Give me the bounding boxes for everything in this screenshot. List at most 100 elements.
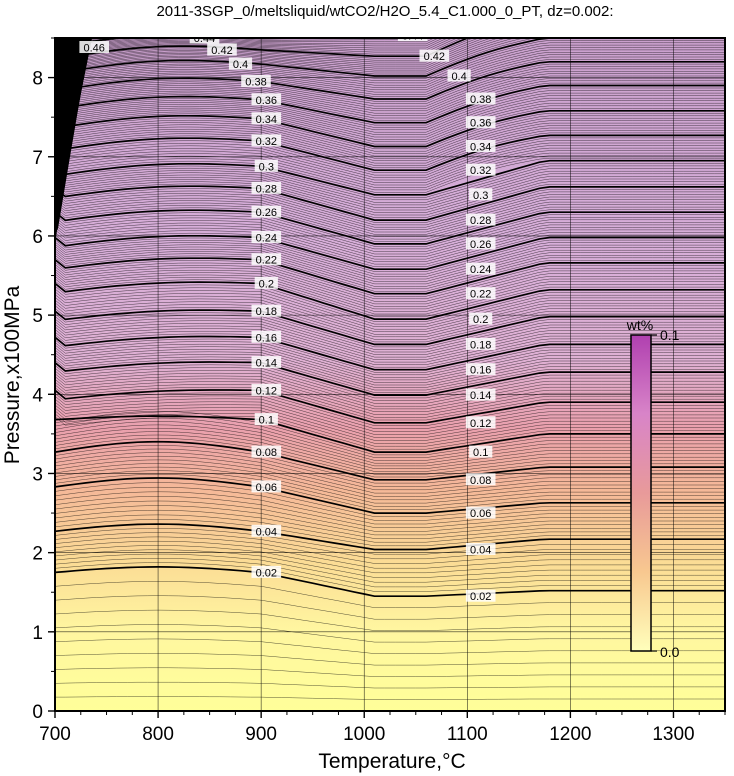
major-contour-line: [55, 523, 725, 551]
minor-contour-line: [55, 410, 725, 444]
minor-contour-line: [55, 459, 725, 497]
contour-label-box: [251, 93, 282, 106]
major-contour-line: [55, 566, 725, 598]
colorbar-fill: [630, 334, 652, 652]
contour-label-box: [79, 41, 109, 53]
minor-contour-line: [55, 97, 725, 135]
contour-label-text: 0.04: [256, 526, 277, 538]
minor-contour-line: [55, 277, 725, 315]
minor-contour-line: [55, 359, 725, 393]
contour-label: 0.06: [465, 506, 496, 520]
minor-contour-line: [55, 132, 725, 169]
contour-label-text: 0.28: [256, 183, 277, 195]
minor-contour-line: [55, 558, 725, 588]
contour-label: 0.08: [251, 445, 282, 459]
minor-contour-line: [55, 392, 725, 426]
x-tick-label: 700: [39, 724, 71, 745]
minor-contour-line: [55, 168, 725, 203]
minor-contour-line: [55, 38, 453, 55]
minor-contour-line: [55, 38, 525, 73]
contour-label-text: 0.16: [470, 365, 491, 377]
major-contour-line: [55, 209, 725, 245]
contour-label-text: 0.12: [256, 385, 277, 397]
contour-label: 0.02: [251, 565, 282, 579]
minor-contour-line: [55, 181, 725, 216]
contour-label-text: 0.32: [256, 136, 277, 148]
major-contour-line: [55, 84, 725, 124]
minor-contour-line: [55, 205, 725, 240]
y-axis-label: Pressure,x100MPa: [1, 285, 24, 464]
minor-contour-line: [55, 312, 725, 348]
contour-label-text: 0.3: [259, 161, 274, 173]
contour-label: 0.02: [465, 589, 496, 603]
contour-label: 0.1: [469, 445, 493, 459]
contour-label-text: 0.22: [256, 255, 277, 267]
dense-contour-line: [55, 38, 82, 73]
minor-contour-line: [55, 59, 725, 97]
minor-contour-line: [55, 417, 725, 461]
contour-label: 0.12: [465, 416, 496, 430]
minor-contour-line: [55, 304, 725, 340]
contour-label-text: 0.46: [168, 23, 189, 35]
minor-contour-line: [55, 343, 725, 378]
minor-contour-line: [55, 95, 725, 133]
minor-contour-line: [55, 474, 725, 510]
contour-label-text: 0.02: [256, 567, 277, 579]
contour-label-text: 0.36: [256, 95, 277, 107]
minor-contour-line: [55, 178, 725, 213]
minor-contour-line: [55, 200, 725, 235]
minor-contour-line: [55, 370, 725, 404]
minor-contour-line: [55, 540, 725, 569]
minor-contour-line: [55, 378, 725, 412]
major-contour-line: [55, 38, 725, 77]
contour-label-box: [102, 17, 132, 29]
minor-contour-line: [55, 225, 725, 260]
minor-contour-line: [55, 253, 725, 290]
minor-contour-line: [55, 364, 725, 399]
y-tick-label: 1: [32, 623, 43, 644]
minor-contour-line: [55, 315, 725, 350]
minor-contour-line: [55, 66, 725, 104]
contour-label-text: 0.42: [424, 51, 445, 63]
minor-contour-line: [55, 262, 725, 300]
y-tick-label: 8: [32, 69, 43, 90]
contour-label-box: [251, 480, 282, 493]
minor-contour-line: [55, 42, 725, 81]
minor-contour-line: [55, 384, 725, 418]
contour-label: 0.3: [469, 188, 493, 202]
contour-label-text: 0.36: [470, 118, 491, 130]
y-axis-ticks: 0 1 2 3 4 5 6 7 8: [32, 37, 55, 723]
minor-contour-line: [55, 248, 725, 285]
minor-contour-line: [55, 265, 725, 302]
contour-label-box: [465, 116, 496, 129]
contour-label-box: [465, 163, 496, 176]
contour-label: 0.04: [465, 543, 496, 557]
minor-contour-line: [55, 398, 725, 432]
minor-contour-line: [55, 452, 725, 491]
contour-labels: 0.02 0.04 0.06 0.08 0.1 0.12 0.14 0.16 0.18 0.2 0.…: [79, 17, 496, 603]
contour-label: 0.2: [254, 276, 278, 290]
minor-contour-line: [55, 195, 725, 230]
y-tick-label: 3: [32, 464, 43, 485]
contour-label-box: [397, 38, 428, 42]
major-contour-line: [55, 257, 725, 295]
minor-contour-line: [55, 509, 725, 539]
minor-contour-line: [55, 230, 725, 265]
minor-contour-line: [55, 38, 493, 65]
minor-contour-line: [55, 38, 536, 75]
minor-contour-line: [55, 496, 725, 528]
minor-contour-line: [55, 260, 725, 297]
contour-label-text: 0.34: [256, 114, 277, 126]
contour-label-box: [465, 140, 496, 152]
minor-contour-line: [55, 284, 725, 322]
minor-contour-line: [55, 54, 725, 93]
contour-label-text: 0.24: [256, 233, 277, 245]
contour-label-text: 0.28: [470, 215, 491, 227]
contour-label-text: 0.38: [470, 94, 491, 106]
minor-contour-line: [55, 696, 725, 700]
minor-contour-line: [55, 117, 725, 154]
minor-contour-line: [55, 354, 725, 388]
minor-contour-line: [55, 100, 725, 138]
minor-contour-line: [55, 71, 725, 109]
minor-contour-line: [55, 255, 725, 292]
